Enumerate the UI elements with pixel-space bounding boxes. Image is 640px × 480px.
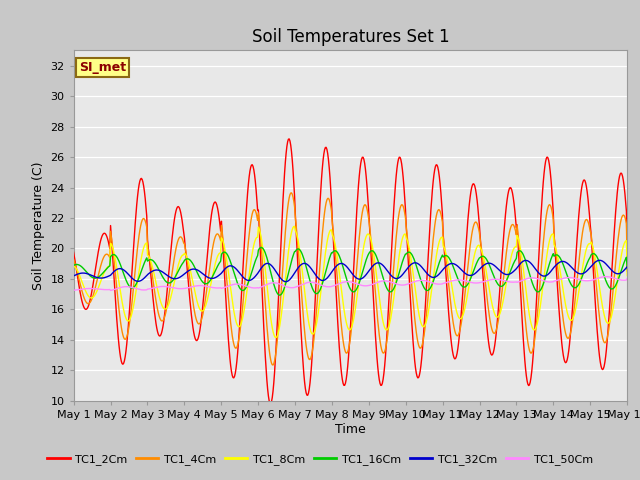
Legend: TC1_2Cm, TC1_4Cm, TC1_8Cm, TC1_16Cm, TC1_32Cm, TC1_50Cm: TC1_2Cm, TC1_4Cm, TC1_8Cm, TC1_16Cm, TC1… [43,450,597,469]
Y-axis label: Soil Temperature (C): Soil Temperature (C) [32,161,45,290]
Title: Soil Temperatures Set 1: Soil Temperatures Set 1 [252,28,449,46]
Text: SI_met: SI_met [79,61,126,74]
X-axis label: Time: Time [335,422,366,436]
